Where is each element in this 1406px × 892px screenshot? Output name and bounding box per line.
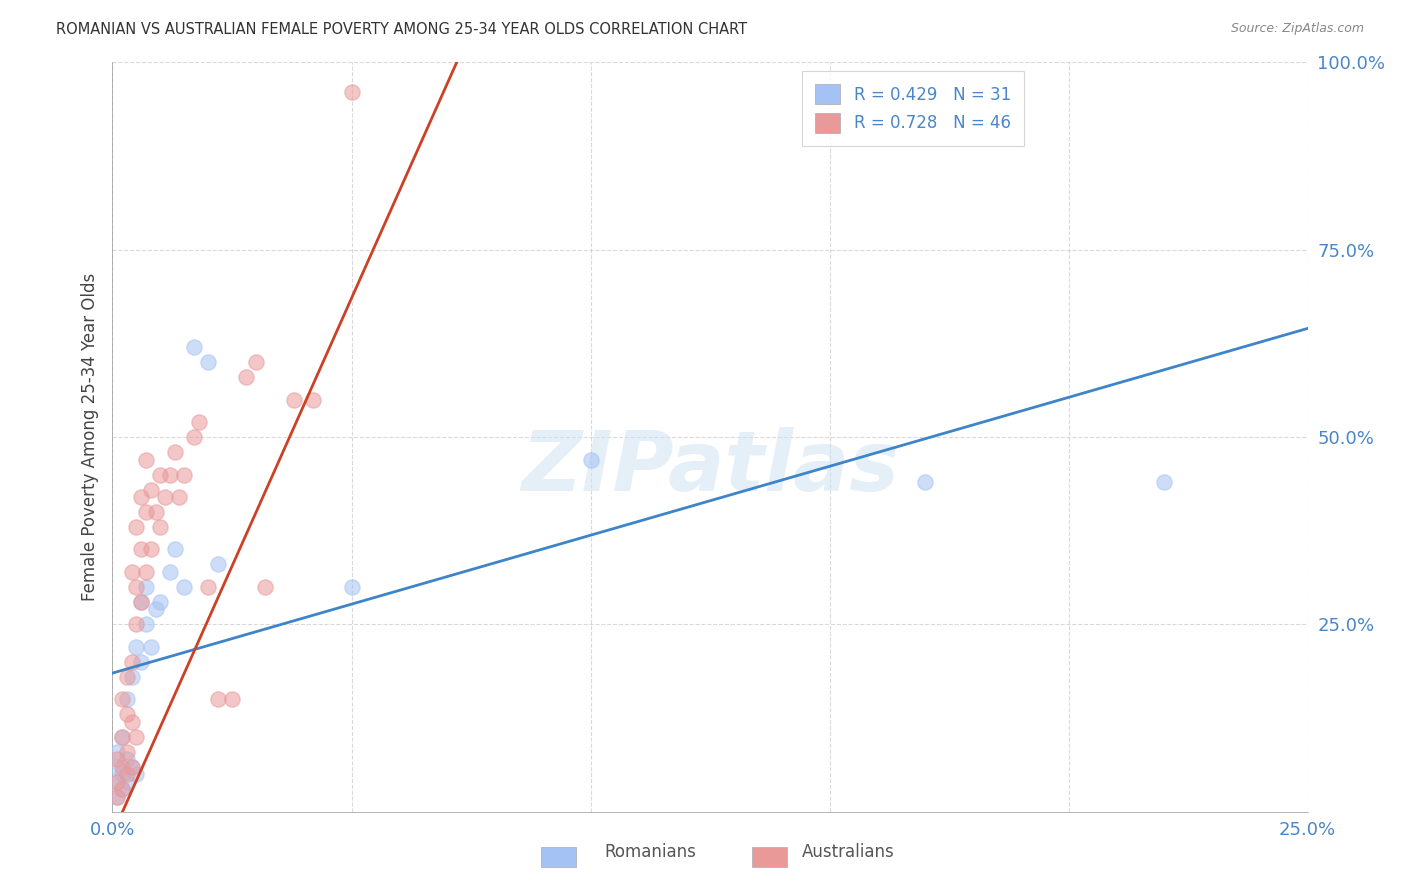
Text: Source: ZipAtlas.com: Source: ZipAtlas.com [1230,22,1364,36]
Point [145,602,167,616]
Point [121,760,143,774]
Point [1153,475,1175,489]
Point [159,565,181,579]
Point [129,655,152,669]
Point [121,655,143,669]
Point [139,640,162,654]
Text: Australians: Australians [801,843,894,861]
Point [111,692,134,706]
Point [183,340,205,354]
Point [173,580,195,594]
Point [115,752,138,766]
Point [105,774,128,789]
Point [125,730,148,744]
Point [111,767,134,781]
Point [163,542,186,557]
Point [245,355,267,369]
Point [187,415,209,429]
Point [579,452,602,467]
Point [135,452,157,467]
Point [197,580,219,594]
Point [125,520,148,534]
Point [183,430,205,444]
Point [121,714,143,729]
Point [105,745,128,759]
Point [207,692,229,706]
Point [105,752,128,766]
Point [149,520,172,534]
Point [111,730,134,744]
Point [302,392,325,407]
Point [254,580,277,594]
Point [135,617,157,632]
Point [340,580,363,594]
Point [115,707,138,722]
Point [115,670,138,684]
Point [135,565,157,579]
Point [121,670,143,684]
Point [145,505,167,519]
Point [173,467,195,482]
Point [149,595,172,609]
Point [340,86,363,100]
Point [207,558,229,572]
Point [149,467,172,482]
Point [129,490,152,504]
Point [283,392,305,407]
Point [129,595,152,609]
Point [111,782,134,797]
Point [115,692,138,706]
Point [139,542,162,557]
Point [111,782,134,797]
Point [105,760,128,774]
Point [163,445,186,459]
Point [105,789,128,804]
Point [135,580,157,594]
Point [125,580,148,594]
Point [121,760,143,774]
Point [221,692,243,706]
Point [105,774,128,789]
Text: ZIPatlas: ZIPatlas [522,426,898,508]
Point [105,789,128,804]
Text: ROMANIAN VS AUSTRALIAN FEMALE POVERTY AMONG 25-34 YEAR OLDS CORRELATION CHART: ROMANIAN VS AUSTRALIAN FEMALE POVERTY AM… [56,22,748,37]
Point [111,730,134,744]
Point [159,467,181,482]
Point [125,767,148,781]
Y-axis label: Female Poverty Among 25-34 Year Olds: Female Poverty Among 25-34 Year Olds [80,273,98,601]
Point [197,355,219,369]
Point [121,565,143,579]
Point [129,595,152,609]
Point [125,617,148,632]
Text: Romanians: Romanians [605,843,696,861]
Point [169,490,191,504]
Point [129,542,152,557]
Point [235,370,257,384]
Legend: R = 0.429   N = 31, R = 0.728   N = 46: R = 0.429 N = 31, R = 0.728 N = 46 [803,70,1025,146]
Point [139,483,162,497]
Point [153,490,176,504]
Point [914,475,936,489]
Point [115,774,138,789]
Point [135,505,157,519]
Point [115,767,138,781]
Point [125,640,148,654]
Point [111,760,134,774]
Point [115,745,138,759]
